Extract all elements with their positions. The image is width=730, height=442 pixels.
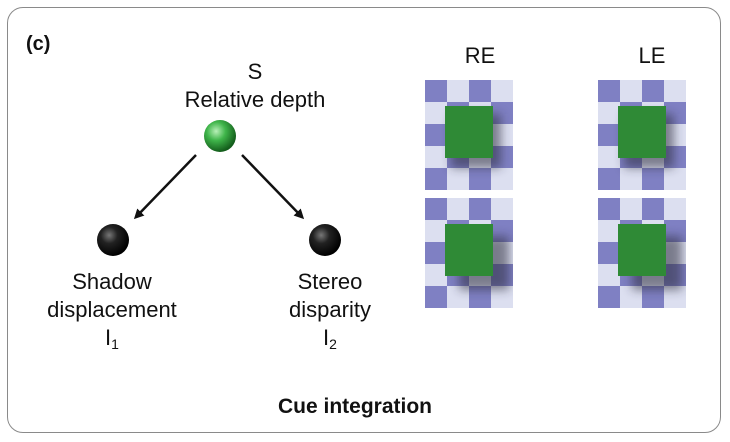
leaf-line2: disparity xyxy=(289,297,371,322)
arrow-to-shadow xyxy=(133,154,197,220)
checker-cell xyxy=(425,168,447,190)
checker-cell xyxy=(469,286,491,308)
green-square xyxy=(618,106,666,158)
checker-cell xyxy=(425,198,447,220)
checker-cell xyxy=(425,286,447,308)
checker-cell xyxy=(425,146,447,168)
checker-cell xyxy=(598,168,620,190)
checker-cell xyxy=(598,220,620,242)
checker-cell xyxy=(598,146,620,168)
checker-cell xyxy=(491,80,513,102)
checker-cell xyxy=(664,286,686,308)
checker-cell xyxy=(598,102,620,124)
root-name: Relative depth xyxy=(184,87,326,112)
checker-cell xyxy=(447,198,469,220)
checker-cell xyxy=(620,198,642,220)
leaf-label-stereo: Stereo disparity I2 xyxy=(230,268,430,352)
eye-label-left: LE xyxy=(638,43,666,68)
arrow-to-stereo xyxy=(241,154,305,220)
leaf-variable: I2 xyxy=(323,325,337,352)
checker-cell xyxy=(664,198,686,220)
leaf-node-stereo xyxy=(309,224,341,256)
checker-cell xyxy=(598,286,620,308)
checker-cell xyxy=(598,242,620,264)
checker-cell xyxy=(469,198,491,220)
root-node xyxy=(204,120,236,152)
stimulus-re-bottom xyxy=(425,198,513,308)
leaf-line2: displacement xyxy=(47,297,177,322)
leaf-label-shadow: Shadow displacement I1 xyxy=(12,268,212,352)
stimulus-re-top xyxy=(425,80,513,190)
checker-cell xyxy=(642,168,664,190)
checker-cell xyxy=(425,124,447,146)
checker-cell xyxy=(469,168,491,190)
leaf-variable: I1 xyxy=(105,325,119,352)
checker-cell xyxy=(642,198,664,220)
eye-label-right: RE xyxy=(464,43,496,68)
checker-cell xyxy=(491,198,513,220)
checker-cell xyxy=(425,220,447,242)
panel-label: (c) xyxy=(26,33,51,55)
checker-cell xyxy=(447,286,469,308)
green-square xyxy=(445,106,493,158)
checker-cell xyxy=(425,102,447,124)
checker-cell xyxy=(425,242,447,264)
checker-cell xyxy=(620,286,642,308)
caption: Cue integration xyxy=(277,395,432,418)
checker-cell xyxy=(620,168,642,190)
checker-cell xyxy=(642,80,664,102)
checker-cell xyxy=(598,124,620,146)
checker-cell xyxy=(491,286,513,308)
checker-cell xyxy=(598,264,620,286)
leaf-line1: Stereo xyxy=(297,269,363,294)
leaf-line1: Shadow xyxy=(72,269,152,294)
green-square xyxy=(445,224,493,276)
checker-cell xyxy=(664,168,686,190)
stimulus-le-top xyxy=(598,80,686,190)
checker-cell xyxy=(447,80,469,102)
checker-cell xyxy=(642,286,664,308)
checker-cell xyxy=(491,168,513,190)
checker-cell xyxy=(598,198,620,220)
checker-cell xyxy=(469,80,491,102)
checker-cell xyxy=(425,80,447,102)
green-square xyxy=(618,224,666,276)
root-symbol: S xyxy=(247,59,263,84)
checker-cell xyxy=(620,80,642,102)
checker-cell xyxy=(425,264,447,286)
root-node-label: S Relative depth xyxy=(100,58,410,114)
checker-cell xyxy=(447,168,469,190)
leaf-node-shadow xyxy=(97,224,129,256)
checker-cell xyxy=(598,80,620,102)
stimulus-le-bottom xyxy=(598,198,686,308)
checker-cell xyxy=(664,80,686,102)
